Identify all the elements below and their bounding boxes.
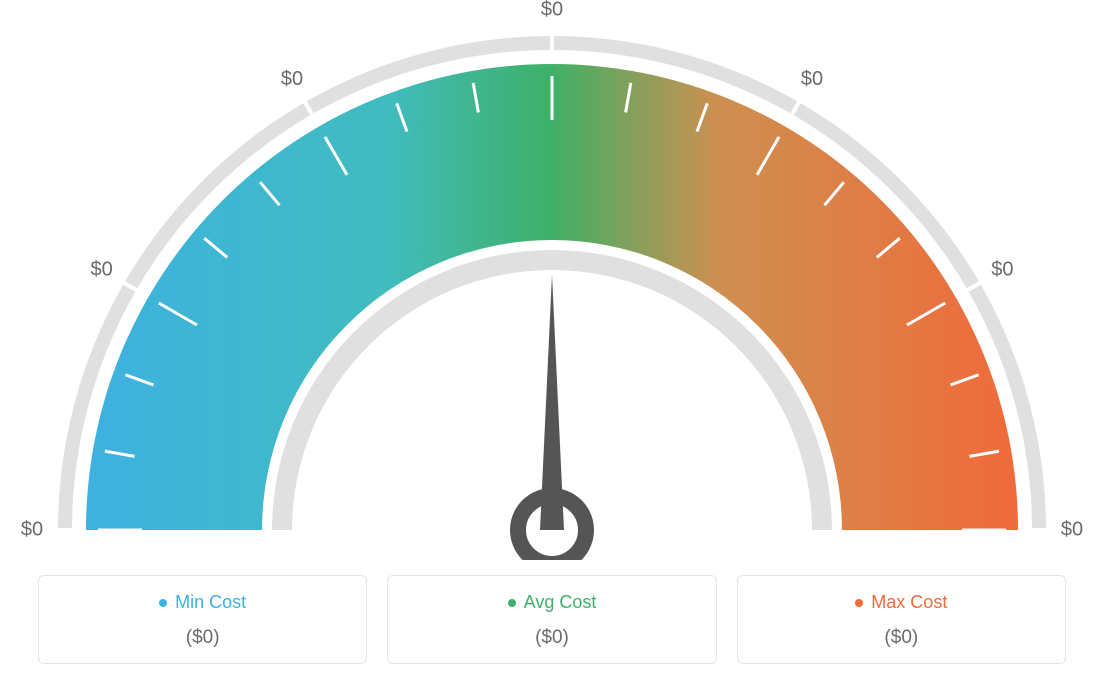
legend-label-min: Min Cost [175, 592, 246, 613]
gauge-cost-widget: $0 $0 $0 $0 $0 $0 $0 Min Cost ($0) Avg Cost ($… [0, 0, 1104, 690]
legend-dot-icon [855, 599, 863, 607]
legend-card-max: Max Cost ($0) [737, 575, 1066, 664]
svg-text:$0: $0 [281, 68, 303, 90]
legend-label-avg: Avg Cost [524, 592, 597, 613]
svg-text:$0: $0 [21, 518, 43, 540]
legend-value-max: ($0) [748, 627, 1055, 649]
legend-value-avg: ($0) [398, 627, 705, 649]
svg-text:$0: $0 [541, 0, 563, 20]
legend-dot-icon [159, 599, 167, 607]
svg-text:$0: $0 [991, 258, 1013, 280]
svg-text:$0: $0 [801, 68, 823, 90]
legend-title-max: Max Cost [855, 592, 947, 613]
svg-text:$0: $0 [91, 258, 113, 280]
legend-value-min: ($0) [49, 627, 356, 649]
legend-card-min: Min Cost ($0) [38, 575, 367, 664]
legend-card-avg: Avg Cost ($0) [387, 575, 716, 664]
gauge-svg: $0 $0 $0 $0 $0 $0 $0 [0, 0, 1104, 560]
legend-title-min: Min Cost [159, 592, 246, 613]
svg-text:$0: $0 [1061, 518, 1083, 540]
legend-label-max: Max Cost [871, 592, 947, 613]
legend-title-avg: Avg Cost [508, 592, 597, 613]
gauge-area: $0 $0 $0 $0 $0 $0 $0 [0, 0, 1104, 560]
legend-dot-icon [508, 599, 516, 607]
legend-row: Min Cost ($0) Avg Cost ($0) Max Cost ($0… [38, 575, 1066, 664]
